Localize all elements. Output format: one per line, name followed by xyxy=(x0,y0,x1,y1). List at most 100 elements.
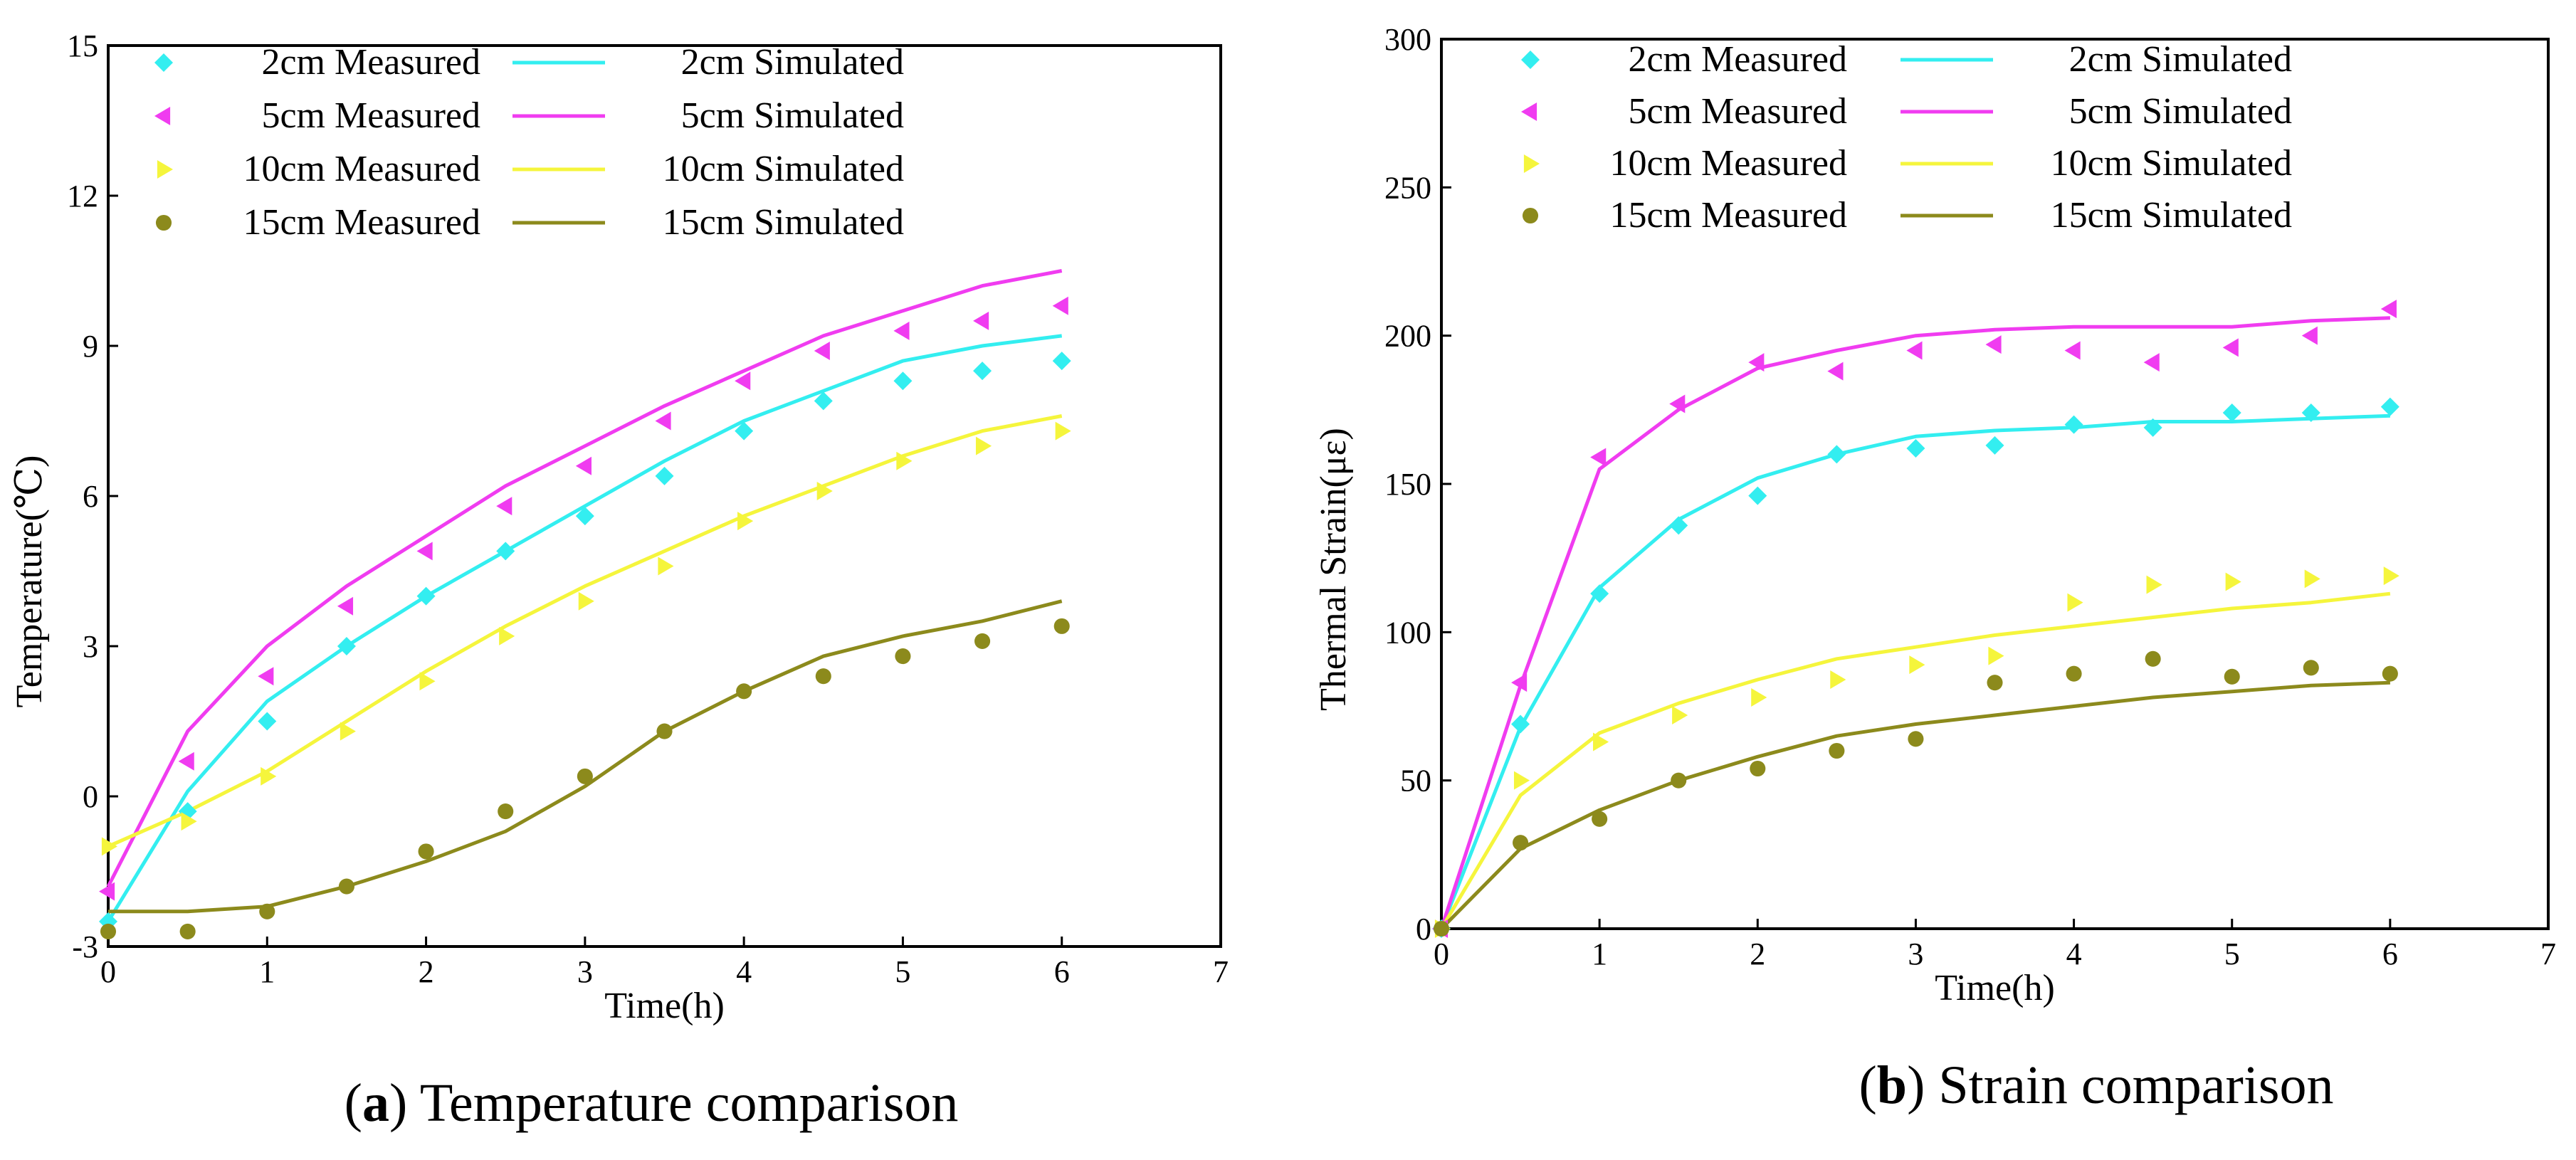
data-point xyxy=(1748,486,1767,505)
data-point xyxy=(655,466,674,485)
x-tick-label: 6 xyxy=(1054,954,1070,989)
series-line-5cm-simulated xyxy=(106,269,1063,887)
data-point xyxy=(416,542,433,561)
data-point xyxy=(815,668,831,685)
data-point xyxy=(1593,732,1609,752)
data-point xyxy=(575,507,594,526)
data-point xyxy=(1592,811,1608,827)
data-point xyxy=(893,321,910,340)
legend-entry: 5cm Simulated xyxy=(2069,91,2292,132)
data-point xyxy=(1748,353,1765,372)
data-point xyxy=(658,557,674,576)
chart-caption: (b) Strain comparison xyxy=(1859,1055,2333,1115)
legend-marker xyxy=(154,53,173,72)
data-point xyxy=(178,752,194,771)
data-point xyxy=(814,391,833,411)
x-tick-label: 2 xyxy=(1750,937,1765,971)
data-point xyxy=(2383,566,2399,586)
y-tick-label: 0 xyxy=(1416,912,1431,947)
data-point xyxy=(816,481,833,500)
data-point xyxy=(1909,655,1925,675)
data-point xyxy=(2222,404,2241,422)
data-point xyxy=(1988,646,2004,665)
data-point xyxy=(974,633,991,650)
legend-entry: 15cm Measured xyxy=(1609,195,1847,236)
x-tick-label: 0 xyxy=(1434,937,1449,971)
legend-marker xyxy=(1521,51,1540,69)
data-point xyxy=(1433,920,1450,937)
data-point xyxy=(261,766,277,786)
data-point xyxy=(179,923,196,939)
data-point xyxy=(1669,516,1688,535)
legend-entry: 15cm Simulated xyxy=(663,202,904,243)
y-tick-label: -3 xyxy=(72,929,98,964)
data-point xyxy=(2224,668,2240,685)
caption-paren: ( xyxy=(1859,1055,1876,1115)
legend-marker xyxy=(155,214,172,231)
data-point xyxy=(1827,445,1846,464)
data-point xyxy=(1053,618,1070,634)
data-point xyxy=(577,768,593,784)
data-point xyxy=(496,497,512,516)
chart-temp: 0 1 2 3 4 5 6 7-303691215Time(h)Temperature(℃)2… xyxy=(9,28,1229,1133)
data-point xyxy=(2382,665,2398,682)
data-point xyxy=(655,411,671,431)
y-axis-label: Temperature(℃) xyxy=(9,455,50,708)
y-tick-label: 200 xyxy=(1384,319,1431,354)
data-point xyxy=(1830,670,1846,689)
data-point xyxy=(1827,362,1844,381)
caption-text: Strain comparison xyxy=(1925,1055,2333,1115)
legend-entry: 15cm Measured xyxy=(243,202,480,243)
data-point xyxy=(736,683,752,700)
data-point xyxy=(973,311,989,330)
data-point xyxy=(1906,439,1925,458)
data-point xyxy=(2380,397,2399,416)
y-tick-label: 150 xyxy=(1384,467,1431,502)
y-axis-label: Thermal Strain(με) xyxy=(1313,428,1354,711)
data-point xyxy=(2301,326,2318,345)
data-point xyxy=(1590,584,1609,603)
data-point xyxy=(1908,731,1924,747)
legend-marker xyxy=(1521,102,1537,121)
data-point xyxy=(2380,300,2397,319)
legend: 2cm Measured 5cm Measured 10cm Measured 15c… xyxy=(1521,39,2292,236)
series-line-15cm-simulated xyxy=(108,599,1063,914)
x-tick-label: 6 xyxy=(2382,937,2398,971)
data-point xyxy=(737,512,754,531)
data-point xyxy=(973,362,992,381)
legend-entry: 5cm Measured xyxy=(261,95,480,136)
x-tick-label: 7 xyxy=(1213,954,1229,989)
data-point xyxy=(1052,352,1071,371)
data-point xyxy=(496,542,515,561)
data-point xyxy=(1987,675,2003,691)
data-point xyxy=(498,803,514,820)
y-tick-label: 300 xyxy=(1384,22,1431,57)
data-point xyxy=(340,722,356,741)
legend-marker xyxy=(1523,154,1540,173)
x-tick-label: 1 xyxy=(259,954,275,989)
data-point xyxy=(1671,772,1687,789)
data-point xyxy=(1750,760,1766,777)
data-point xyxy=(1985,436,2004,455)
caption-paren: ( xyxy=(345,1073,362,1133)
data-point xyxy=(259,903,275,919)
data-point xyxy=(1590,448,1607,467)
data-point xyxy=(896,451,913,470)
series-line-15cm-simulated xyxy=(1440,680,2390,930)
data-point xyxy=(1513,771,1530,790)
data-point xyxy=(101,837,117,856)
data-point xyxy=(2146,575,2162,594)
x-tick-label: 2 xyxy=(419,954,434,989)
legend: 2cm Measured 5cm Measured 10cm Measured 15c… xyxy=(154,42,904,243)
y-tick-label: 12 xyxy=(67,179,98,213)
series-line-2cm-simulated xyxy=(1439,413,2390,929)
data-point xyxy=(337,596,354,616)
legend-entry: 5cm Simulated xyxy=(681,95,904,136)
data-point xyxy=(1513,835,1529,851)
data-point xyxy=(499,626,515,645)
data-point xyxy=(735,421,754,441)
data-point xyxy=(2145,650,2161,667)
data-point xyxy=(1511,673,1528,692)
data-point xyxy=(2301,404,2320,422)
data-point xyxy=(181,812,197,831)
